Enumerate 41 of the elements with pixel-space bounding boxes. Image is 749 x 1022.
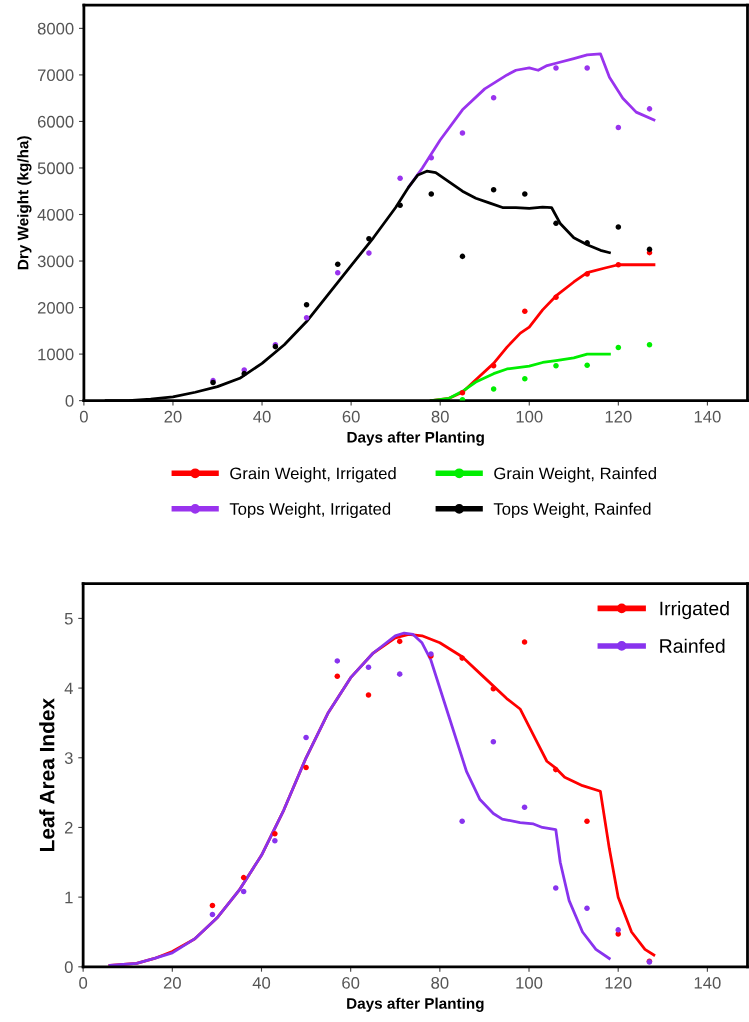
x-tick-label: 140 (694, 410, 721, 423)
x-tick-label: 0 (79, 976, 88, 989)
x-tick-label: 120 (605, 976, 632, 989)
x-tick-label: 80 (431, 976, 449, 989)
y-tick-label: 0 (64, 961, 73, 974)
y-tick-label: 8000 (37, 22, 74, 35)
y-tick-label: 6000 (37, 115, 74, 128)
y-tick-label: 2000 (37, 301, 74, 314)
x-tick-label: 120 (605, 410, 632, 423)
legend-label: Grain Weight, Irrigated (230, 467, 396, 483)
legend-label: Rainfed (660, 638, 725, 653)
y-axis-title: Dry Weight (kg/ha) (17, 136, 32, 270)
y-tick-label: 5000 (37, 162, 74, 175)
x-tick-label: 100 (516, 410, 543, 423)
y-tick-label: 5 (64, 612, 73, 625)
y-tick-label: 1 (65, 891, 73, 904)
legend-label: Tops Weight, Irrigated (229, 502, 391, 519)
x-tick-label: 60 (342, 976, 360, 989)
y-tick-label: 1000 (38, 348, 74, 361)
legend-label: Irrigated (660, 601, 729, 620)
y-tick-label: 0 (65, 395, 74, 407)
x-axis-title: Days after Planting (347, 997, 484, 1012)
x-tick-label: 0 (79, 410, 88, 423)
y-tick-label: 4 (64, 682, 73, 695)
x-tick-label: 60 (342, 410, 360, 423)
x-tick-label: 40 (252, 976, 271, 989)
x-tick-label: 140 (694, 976, 721, 989)
x-tick-label: 100 (516, 976, 543, 989)
x-tick-label: 20 (164, 410, 182, 423)
legend-label: Grain Weight, Rainfed (494, 467, 656, 483)
x-tick-label: 80 (431, 410, 449, 423)
y-axis-title: Leaf Area Index (39, 698, 55, 851)
y-tick-label: 2 (64, 821, 73, 834)
y-tick-label: 3000 (37, 255, 74, 268)
y-tick-label: 7000 (37, 69, 74, 82)
legend-label: Tops Weight, Rainfed (493, 502, 651, 519)
x-tick-label: 40 (253, 410, 271, 423)
x-tick-label: 20 (163, 976, 181, 989)
y-tick-label: 4000 (37, 208, 74, 221)
x-axis-title: Days after Planting (347, 431, 484, 446)
y-tick-label: 3 (64, 752, 73, 764)
